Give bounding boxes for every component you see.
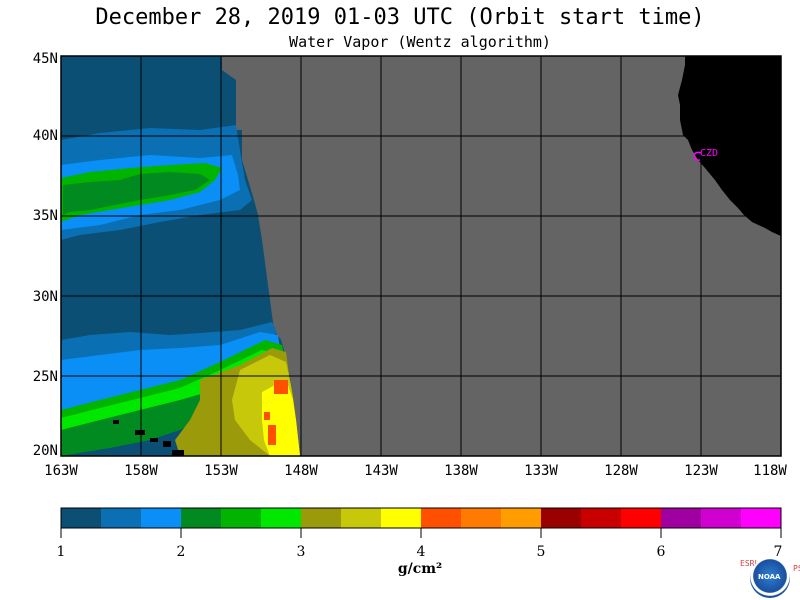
colorbar-swatch <box>221 508 262 528</box>
colorbar-swatch <box>501 508 542 528</box>
colorbar-swatch <box>581 508 622 528</box>
lon-label: 118W <box>753 463 787 479</box>
lon-label: 163W <box>44 463 78 479</box>
colorbar-tick-label: 5 <box>536 544 546 560</box>
lat-label: 45N <box>32 51 58 67</box>
colorbar-swatch <box>61 508 102 528</box>
station-label: CZD <box>700 148 718 159</box>
colorbar-tick-label: 4 <box>416 544 426 560</box>
colorbar-swatch <box>141 508 182 528</box>
map-subtitle: Water Vapor (Wentz algorithm) <box>289 33 551 51</box>
lat-label: 20N <box>32 443 58 459</box>
lat-label: 35N <box>32 208 58 224</box>
lon-label: 153W <box>204 463 238 479</box>
land-mass <box>678 56 781 236</box>
lat-label: 25N <box>32 369 58 385</box>
colorbar-swatch <box>181 508 222 528</box>
colorbar-tick-label: 6 <box>656 544 666 560</box>
colorbar-tick-label: 2 <box>176 544 186 560</box>
colorbar-swatch <box>661 508 702 528</box>
colorbar-units: g/cm² <box>397 561 443 577</box>
colorbar <box>60 508 782 538</box>
lon-label: 148W <box>284 463 318 479</box>
station-marker: CZD <box>693 148 718 161</box>
colorbar-swatch <box>701 508 742 528</box>
lon-label: 133W <box>524 463 558 479</box>
lon-label: 128W <box>604 463 638 479</box>
colorbar-tick-label: 7 <box>773 544 783 560</box>
noaa-logo-icon: NOAA <box>750 558 790 598</box>
colorbar-swatch <box>381 508 422 528</box>
lon-label: 143W <box>364 463 398 479</box>
psd-credit: PSD <box>793 564 800 573</box>
colorbar-swatch <box>101 508 142 528</box>
colorbar-swatch <box>621 508 662 528</box>
esrl-credit: ESRL <box>740 559 760 568</box>
lon-label: 138W <box>444 463 478 479</box>
colorbar-swatch <box>301 508 342 528</box>
colorbar-swatch <box>541 508 582 528</box>
colorbar-swatch <box>261 508 302 528</box>
map-title: December 28, 2019 01-03 UTC (Orbit start… <box>95 5 705 30</box>
colorbar-tick-label: 1 <box>56 544 66 560</box>
colorbar-swatch <box>741 508 782 528</box>
colorbar-swatch <box>421 508 462 528</box>
map-frame <box>60 55 782 457</box>
colorbar-tick-label: 3 <box>296 544 306 560</box>
lat-label: 30N <box>32 289 58 305</box>
lon-label: 123W <box>684 463 718 479</box>
colorbar-swatch <box>341 508 382 528</box>
lon-label: 158W <box>124 463 158 479</box>
noaa-logo-text: NOAA <box>758 573 781 581</box>
lat-label: 40N <box>32 128 58 144</box>
station-icon <box>693 151 702 161</box>
colorbar-frame <box>60 507 782 529</box>
colorbar-swatch <box>461 508 502 528</box>
